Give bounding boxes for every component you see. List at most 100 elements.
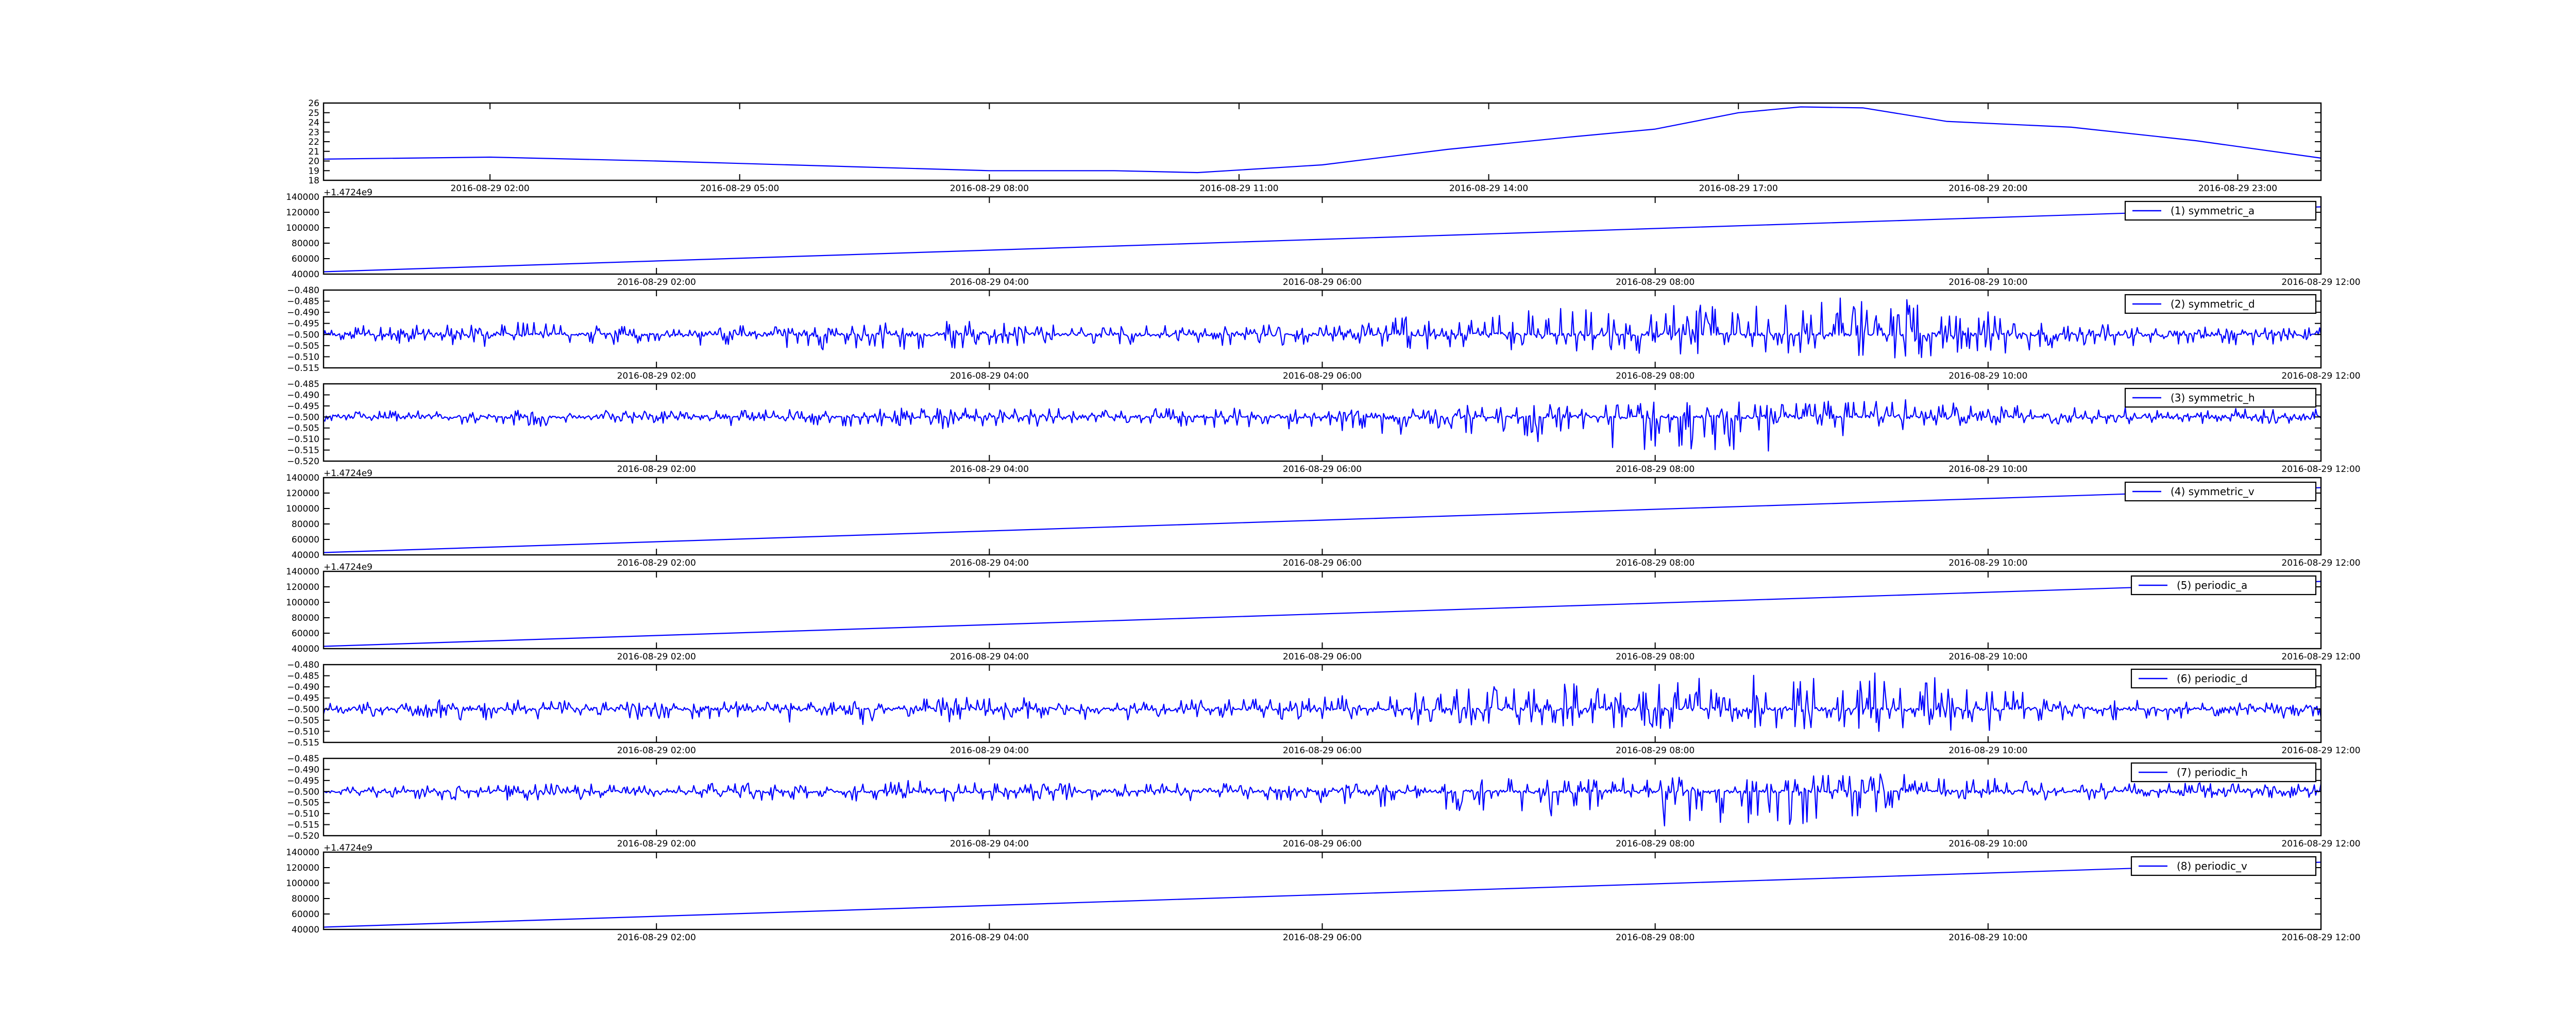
legend-label: (1) symmetric_a [2171, 205, 2255, 217]
y-tick-label: 25 [308, 108, 319, 118]
x-tick-label: 2016-08-29 12:00 [2281, 652, 2360, 662]
x-tick-label: 2016-08-29 10:00 [1948, 746, 2027, 756]
x-tick-label: 2016-08-29 04:00 [950, 277, 1029, 287]
x-tick-label: 2016-08-29 10:00 [1948, 371, 2027, 381]
x-offset-label: +1.4724e9 [324, 562, 372, 572]
x-tick-label: 2016-08-29 12:00 [2281, 371, 2360, 381]
x-tick-label: 2016-08-29 06:00 [1283, 371, 1362, 381]
x-offset-label: +1.4724e9 [324, 843, 372, 853]
y-tick-label: −0.490 [287, 390, 319, 400]
y-tick-label: 20 [308, 157, 319, 167]
y-tick-label: 80000 [292, 239, 319, 249]
x-tick-label: 2016-08-29 02:00 [617, 839, 696, 849]
chart-panel-4: −0.520−0.515−0.510−0.505−0.500−0.495−0.4… [287, 379, 2361, 475]
x-tick-label: 2016-08-29 02:00 [617, 933, 696, 943]
y-tick-label: −0.495 [287, 401, 319, 412]
x-tick-label: 2016-08-29 10:00 [1948, 933, 2027, 943]
x-tick-label: 2016-08-29 06:00 [1283, 558, 1362, 568]
legend-label: (7) periodic_h [2177, 766, 2248, 778]
y-tick-label: 21 [308, 147, 319, 157]
y-tick-label: 120000 [286, 582, 319, 592]
y-tick-label: 19 [308, 166, 319, 176]
x-tick-label: 2016-08-29 05:00 [700, 183, 779, 194]
x-tick-label: 2016-08-29 04:00 [950, 652, 1029, 662]
x-tick-label: 2016-08-29 04:00 [950, 558, 1029, 568]
y-tick-label: 40000 [292, 550, 319, 561]
x-tick-label: 2016-08-29 08:00 [1616, 371, 1694, 381]
y-tick-label: 26 [308, 98, 319, 109]
y-tick-label: −0.505 [287, 424, 319, 434]
x-tick-label: 2016-08-29 12:00 [2281, 558, 2360, 568]
y-tick-label: −0.485 [287, 754, 319, 764]
x-tick-label: 2016-08-29 08:00 [950, 183, 1029, 194]
x-tick-label: 2016-08-29 06:00 [1283, 839, 1362, 849]
y-tick-label: 60000 [292, 535, 319, 545]
y-tick-label: −0.485 [287, 671, 319, 682]
x-tick-label: 2016-08-29 12:00 [2281, 464, 2360, 475]
y-tick-label: 120000 [286, 488, 319, 499]
x-offset-label: +1.4724e9 [324, 468, 372, 479]
series-line [323, 106, 2321, 174]
x-tick-label: 2016-08-29 02:00 [617, 746, 696, 756]
y-tick-label: −0.515 [287, 363, 319, 374]
legend-label: (4) symmetric_v [2171, 485, 2255, 498]
x-tick-label: 2016-08-29 06:00 [1283, 746, 1362, 756]
y-tick-label: −0.515 [287, 820, 319, 831]
x-tick-label: 2016-08-29 17:00 [1699, 183, 1778, 194]
x-tick-label: 2016-08-29 06:00 [1283, 277, 1362, 287]
y-tick-label: −0.505 [287, 798, 319, 808]
legend-label: (2) symmetric_d [2171, 298, 2255, 310]
y-tick-label: 140000 [286, 848, 319, 858]
x-tick-label: 2016-08-29 08:00 [1616, 652, 1694, 662]
x-tick-label: 2016-08-29 10:00 [1948, 652, 2027, 662]
y-tick-label: −0.495 [287, 776, 319, 786]
y-tick-label: −0.500 [287, 330, 319, 340]
y-tick-label: 100000 [286, 878, 319, 889]
axes-frame [323, 757, 2322, 837]
x-tick-label: 2016-08-29 04:00 [950, 746, 1029, 756]
series-line [323, 206, 2321, 273]
y-tick-label: −0.490 [287, 765, 319, 775]
legend-box [2124, 481, 2317, 502]
y-tick-label: −0.490 [287, 308, 319, 318]
x-tick-label: 2016-08-29 10:00 [1948, 558, 2027, 568]
x-tick-label: 2016-08-29 02:00 [617, 652, 696, 662]
chart-panel-6: 40000 60000 80000 100000 120000 140000 2016-08… [286, 562, 2361, 662]
y-tick-label: 100000 [286, 223, 319, 233]
y-tick-label: 80000 [292, 894, 319, 904]
y-tick-label: −0.485 [287, 297, 319, 307]
chart-panel-5: 40000 60000 80000 100000 120000 140000 2016-08… [286, 468, 2361, 568]
chart-panel-8: −0.520−0.515−0.510−0.505−0.500−0.495−0.4… [287, 754, 2361, 849]
chart-panel-2: 40000 60000 80000 100000 120000 140000 2016-08… [286, 188, 2361, 287]
y-tick-label: −0.490 [287, 682, 319, 692]
x-tick-label: 2016-08-29 06:00 [1283, 933, 1362, 943]
x-tick-label: 2016-08-29 14:00 [1449, 183, 1528, 194]
axes-frame [323, 289, 2322, 369]
y-tick-label: −0.480 [287, 660, 319, 670]
y-tick-label: 80000 [292, 613, 319, 623]
legend-label: (8) periodic_v [2177, 860, 2247, 872]
y-tick-label: −0.500 [287, 412, 319, 422]
y-tick-label: 40000 [292, 925, 319, 935]
y-tick-label: 40000 [292, 269, 319, 280]
x-tick-label: 2016-08-29 23:00 [2198, 183, 2277, 194]
y-tick-label: −0.510 [287, 352, 319, 362]
series-line [323, 581, 2321, 647]
chart-panel-3: −0.515−0.510−0.505−0.500−0.495−0.490−0.4… [287, 285, 2361, 381]
series-line [323, 399, 2321, 452]
y-tick-label: −0.495 [287, 319, 319, 329]
x-tick-label: 2016-08-29 10:00 [1948, 464, 2027, 475]
y-tick-label: 24 [308, 118, 319, 128]
y-tick-label: −0.510 [287, 434, 319, 445]
y-tick-label: −0.500 [287, 787, 319, 797]
y-tick-label: 60000 [292, 629, 319, 639]
x-tick-label: 2016-08-29 02:00 [617, 464, 696, 475]
x-tick-label: 2016-08-29 06:00 [1283, 652, 1362, 662]
y-tick-label: 23 [308, 127, 319, 138]
x-tick-label: 2016-08-29 08:00 [1616, 933, 1694, 943]
x-tick-label: 2016-08-29 02:00 [450, 183, 529, 194]
y-tick-label: 80000 [292, 519, 319, 530]
x-tick-label: 2016-08-29 04:00 [950, 371, 1029, 381]
